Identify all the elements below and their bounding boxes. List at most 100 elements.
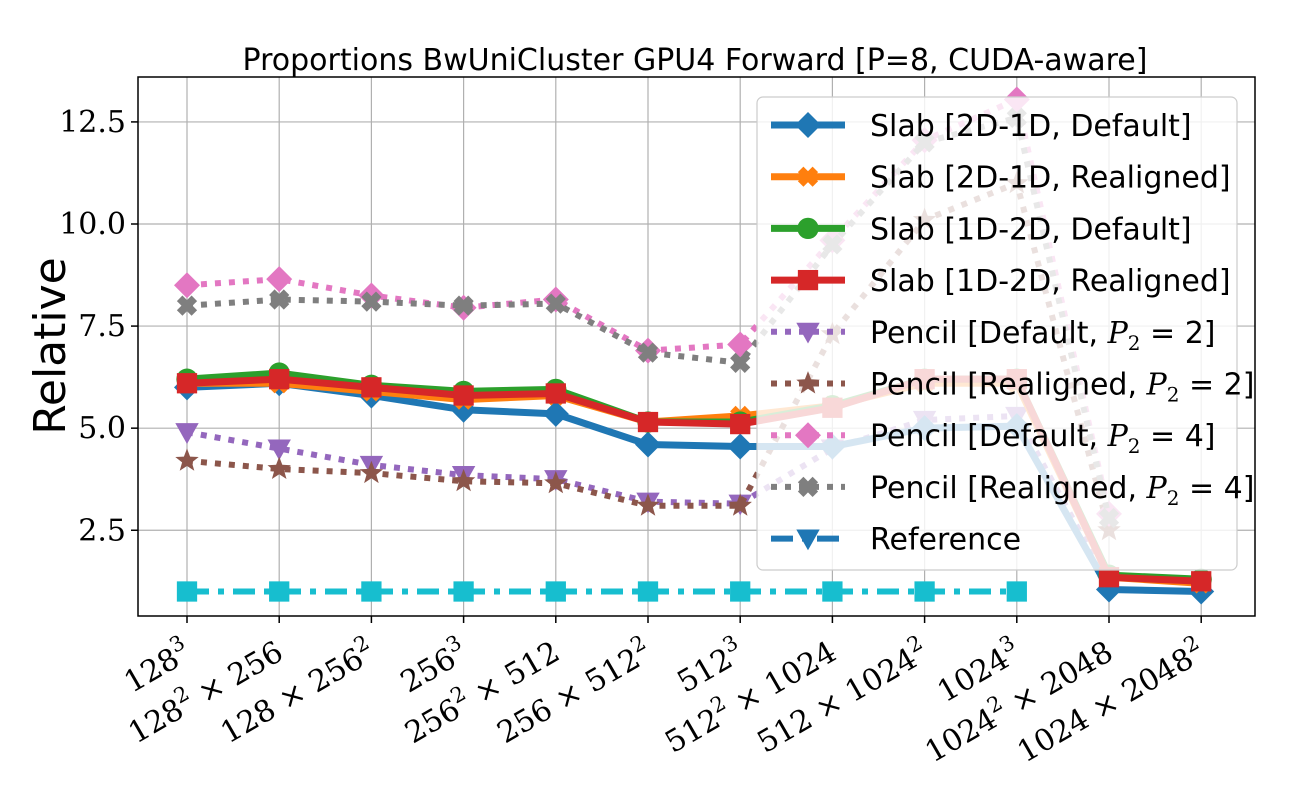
point-marker-bar bbox=[637, 342, 659, 363]
legend-label-math: P bbox=[1107, 419, 1129, 454]
legend-label-subscript: 2 bbox=[1128, 434, 1141, 458]
point-marker bbox=[635, 431, 661, 458]
legend-label-subscript: 2 bbox=[1167, 383, 1180, 407]
point-marker bbox=[822, 581, 843, 602]
point-marker bbox=[797, 476, 819, 498]
point-marker bbox=[796, 322, 820, 344]
legend-label: Pencil [Default, P2 = 2] bbox=[870, 316, 1216, 355]
point-marker bbox=[269, 369, 290, 390]
series-9 bbox=[176, 581, 1027, 602]
legend-label: Slab [2D-1D, Realigned] bbox=[870, 161, 1231, 196]
legend-entry: Pencil [Realigned, P2 = 2] bbox=[771, 368, 1254, 407]
point-marker bbox=[453, 385, 474, 406]
legend-box bbox=[756, 96, 1238, 571]
chart-title: Proportions BwUniCluster GPU4 Forward [P… bbox=[243, 43, 1148, 78]
legend-label-subscript: 2 bbox=[1128, 331, 1141, 355]
point-marker bbox=[359, 460, 384, 484]
legend-label-text: Pencil [Realigned, bbox=[870, 471, 1147, 506]
legend-entry: Slab [1D-2D, Default] bbox=[771, 212, 1192, 247]
legend-label-subscript: 2 bbox=[1167, 486, 1180, 510]
point-marker bbox=[795, 422, 821, 449]
legend-label-text: = 2] bbox=[1141, 316, 1216, 351]
legend-label: Reference bbox=[870, 523, 1021, 558]
point-marker bbox=[175, 423, 199, 444]
legend-label: Slab [1D-2D, Default] bbox=[870, 212, 1192, 247]
point-marker bbox=[266, 266, 293, 293]
point-marker bbox=[797, 269, 819, 291]
legend-label-text: = 2] bbox=[1179, 368, 1254, 403]
legend-label: Pencil [Default, P2 = 4] bbox=[870, 419, 1216, 458]
point-marker-bar bbox=[453, 295, 474, 316]
point-marker bbox=[730, 413, 751, 435]
point-marker bbox=[175, 448, 199, 471]
point-marker bbox=[637, 581, 659, 602]
legend-label: Slab [1D-2D, Realigned] bbox=[870, 264, 1231, 299]
point-marker-bar bbox=[545, 293, 566, 314]
point-marker bbox=[451, 468, 476, 492]
point-marker bbox=[797, 166, 819, 187]
legend-label: Pencil [Realigned, P2 = 4] bbox=[870, 471, 1254, 510]
y-tick-label: 7.5 bbox=[78, 309, 126, 344]
legend-label-text: Pencil [Default, bbox=[870, 316, 1108, 351]
point-marker bbox=[796, 371, 820, 394]
point-marker-bar bbox=[797, 476, 819, 498]
point-marker bbox=[730, 581, 751, 602]
y-tick-label: 12.5 bbox=[59, 105, 126, 140]
point-marker bbox=[1191, 571, 1212, 592]
legend-entry: Pencil [Default, P2 = 2] bbox=[771, 316, 1216, 355]
point-marker bbox=[730, 352, 751, 373]
legend-label: Pencil [Realigned, P2 = 2] bbox=[870, 368, 1254, 407]
legend-label-text: = 4] bbox=[1141, 419, 1216, 454]
legend-label-text: = 4] bbox=[1179, 471, 1254, 506]
point-marker-bar bbox=[361, 291, 382, 312]
point-marker-bar bbox=[176, 295, 198, 316]
y-tick-label: 5.0 bbox=[78, 411, 126, 446]
point-marker bbox=[637, 342, 659, 363]
point-marker bbox=[1098, 567, 1120, 588]
point-marker bbox=[361, 291, 382, 312]
legend-label-math: P bbox=[1146, 368, 1168, 403]
point-marker bbox=[545, 293, 566, 314]
legend-entry: Reference bbox=[771, 523, 1021, 558]
legend-entry: Slab [1D-2D, Realigned] bbox=[771, 264, 1231, 299]
point-marker bbox=[269, 289, 290, 310]
point-marker bbox=[796, 529, 820, 551]
point-marker bbox=[453, 295, 474, 316]
point-marker bbox=[797, 217, 819, 240]
legend-entry: Slab [2D-1D, Default] bbox=[771, 109, 1192, 144]
legend: Slab [2D-1D, Default] Slab [2D-1D, Realig… bbox=[756, 96, 1254, 571]
legend-label-math: P bbox=[1146, 471, 1168, 506]
point-marker bbox=[545, 581, 566, 602]
point-marker bbox=[361, 377, 382, 398]
point-marker bbox=[1006, 581, 1027, 602]
legend-label-text: Pencil [Default, bbox=[870, 419, 1108, 454]
point-marker bbox=[267, 456, 291, 479]
point-marker bbox=[176, 295, 198, 316]
point-marker bbox=[728, 493, 752, 516]
point-marker bbox=[914, 581, 935, 602]
y-tick-label: 2.5 bbox=[78, 513, 126, 548]
legend-label-text: Pencil [Realigned, bbox=[870, 368, 1147, 403]
legend-label-math: P bbox=[1107, 316, 1129, 351]
y-axis-label: Relative bbox=[25, 257, 76, 434]
point-marker bbox=[267, 439, 291, 461]
x-tick-label: 2563 bbox=[392, 630, 473, 700]
point-marker bbox=[727, 433, 754, 460]
point-marker-bar bbox=[269, 289, 290, 310]
legend-entry: Pencil [Default, P2 = 4] bbox=[771, 419, 1216, 458]
point-marker bbox=[361, 581, 382, 602]
point-marker bbox=[636, 493, 660, 516]
point-marker-bar bbox=[797, 166, 819, 187]
point-marker bbox=[269, 581, 290, 602]
point-marker bbox=[174, 272, 200, 299]
legend-entry: Slab [2D-1D, Realigned] bbox=[771, 161, 1231, 196]
point-marker bbox=[544, 470, 568, 494]
point-marker bbox=[637, 411, 659, 433]
legend-entry: Pencil [Realigned, P2 = 4] bbox=[771, 471, 1254, 510]
plot-frame bbox=[137, 76, 1256, 617]
y-tick-label: 10.0 bbox=[59, 207, 126, 242]
point-marker bbox=[358, 282, 385, 309]
point-marker bbox=[176, 373, 198, 394]
point-marker bbox=[795, 112, 821, 138]
